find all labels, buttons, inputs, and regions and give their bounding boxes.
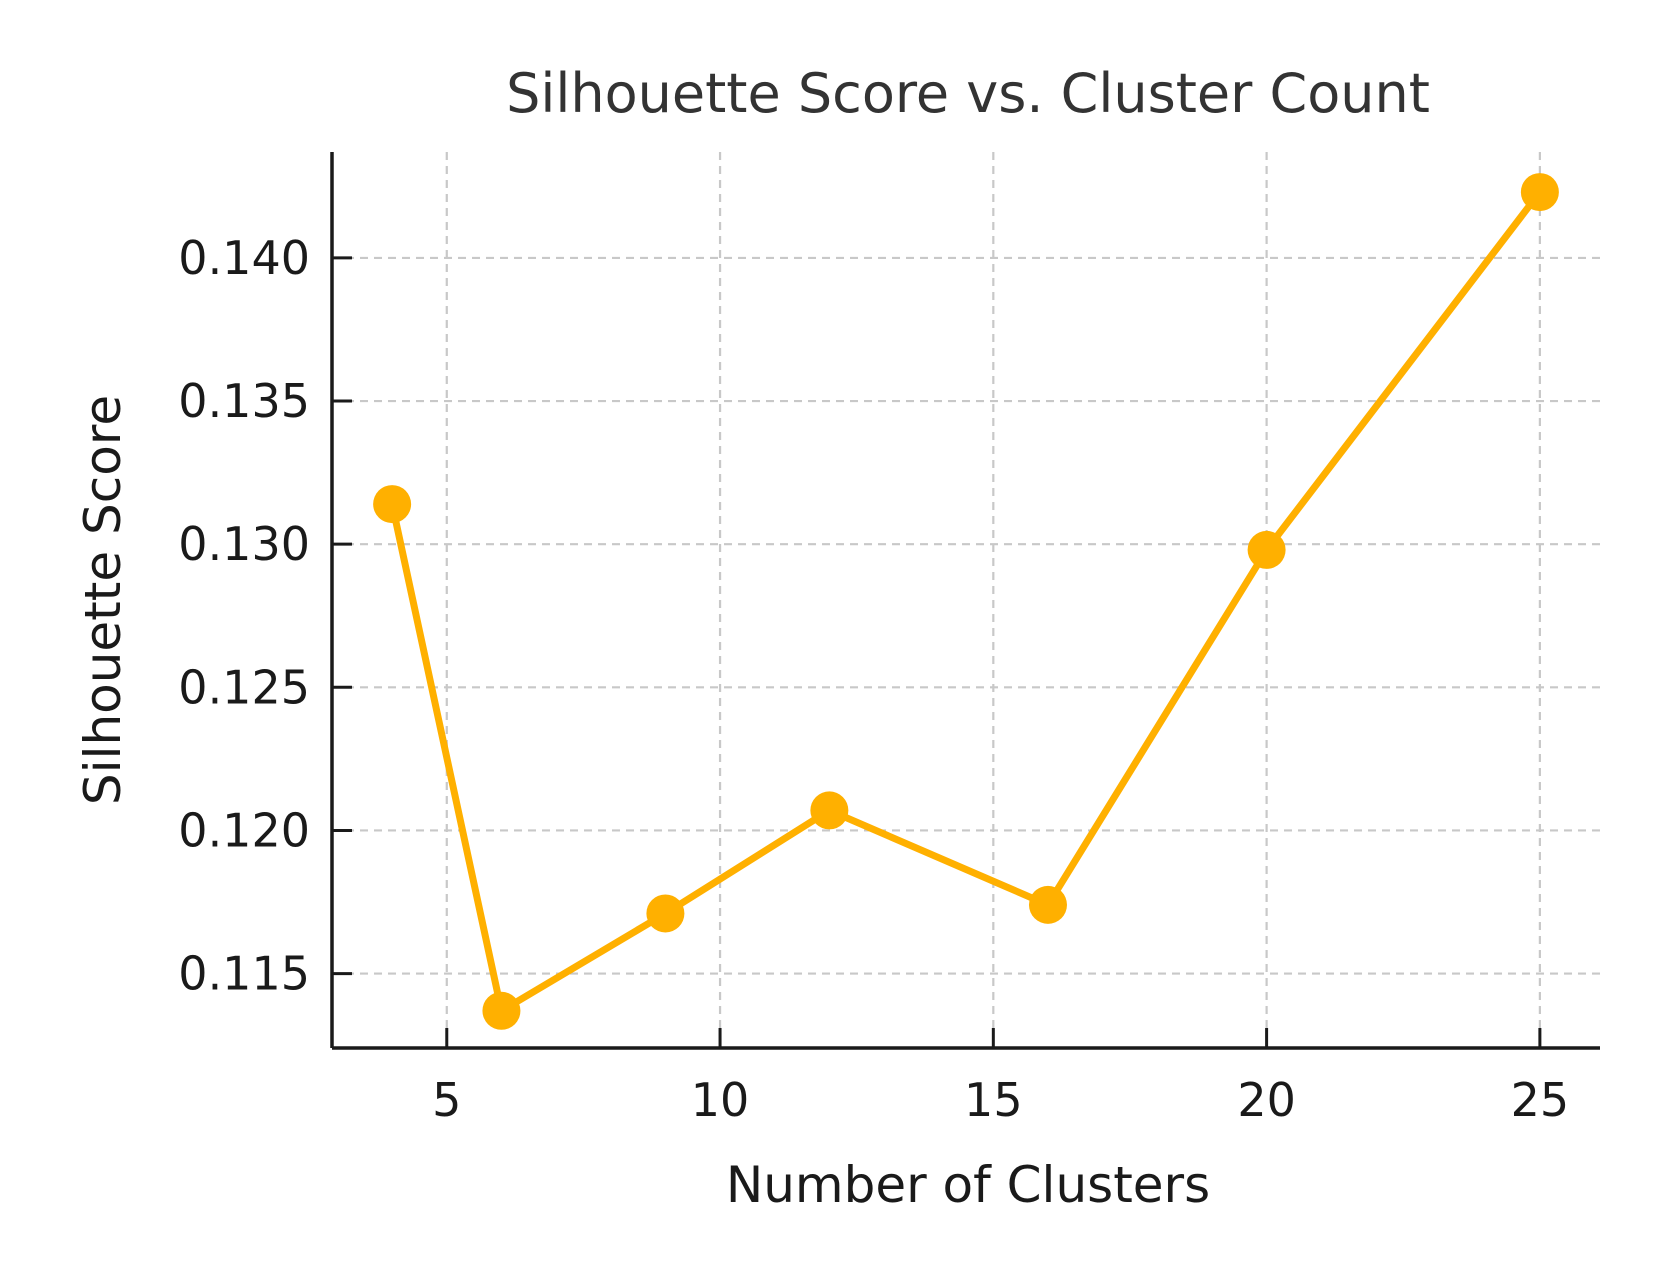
y-tick-label: 0.125: [178, 660, 310, 714]
x-axis-label: Number of Clusters: [726, 1156, 1210, 1214]
x-tick-label: 15: [964, 1073, 1023, 1127]
x-tick-label: 5: [432, 1073, 461, 1127]
x-tick-label: 20: [1237, 1073, 1296, 1127]
y-tick-label: 0.115: [178, 947, 310, 1001]
data-point: [1028, 885, 1067, 924]
x-tick-label: 10: [691, 1073, 750, 1127]
series: [373, 173, 1559, 1030]
data-point: [810, 791, 849, 830]
chart-title: Silhouette Score vs. Cluster Count: [506, 62, 1430, 125]
ticks: 5 10 15 20 25 0.115 0.120 0.125 0.130 0.135 0.140: [178, 231, 1569, 1127]
y-tick-label: 0.120: [178, 803, 310, 857]
y-tick-label: 0.140: [178, 231, 310, 285]
x-tick-label: 25: [1511, 1073, 1570, 1127]
data-point: [1247, 530, 1286, 569]
grid: [332, 152, 1600, 1048]
data-point: [646, 894, 685, 933]
y-tick-label: 0.135: [178, 374, 310, 428]
data-point: [482, 991, 521, 1030]
y-axis-label: Silhouette Score: [74, 395, 132, 805]
y-tick-label: 0.130: [178, 517, 310, 571]
series-line: [388, 188, 1544, 1015]
axes: [330, 152, 1600, 1050]
data-point: [1520, 173, 1559, 212]
data-point: [373, 485, 412, 524]
